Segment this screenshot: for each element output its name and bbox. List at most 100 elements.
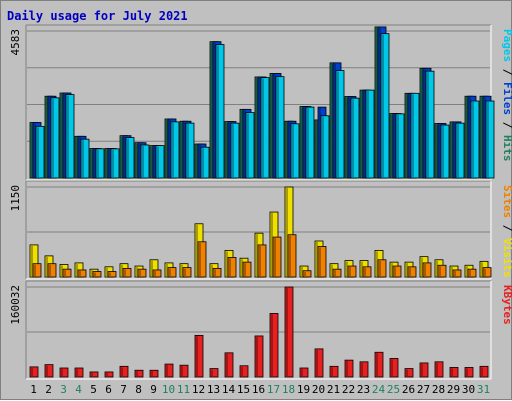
- bar-shade: [346, 97, 348, 177]
- bar-pages-day-22: [350, 97, 360, 179]
- bar-shade: [196, 224, 198, 276]
- bar-shade: [166, 263, 168, 276]
- bar-shade: [157, 146, 159, 177]
- day-label-26: 26: [402, 383, 415, 396]
- bar-shade: [61, 94, 63, 177]
- bar-face: [404, 368, 414, 378]
- bar-face: [410, 92, 420, 179]
- bar-shade: [394, 267, 396, 276]
- bar-shade: [49, 97, 51, 177]
- bar-pages-day-20: [320, 115, 330, 179]
- bar-shade: [124, 269, 126, 276]
- bar-shade: [151, 371, 153, 376]
- bar-sites-day-21: [332, 268, 342, 278]
- bar-shade: [376, 27, 378, 177]
- bar-shade: [379, 260, 381, 276]
- bar-shade: [271, 74, 273, 177]
- bar-shade: [286, 288, 288, 376]
- bar-shade: [376, 353, 378, 376]
- day-label-25: 25: [387, 383, 400, 396]
- bar-shade: [151, 260, 153, 276]
- bar-face: [65, 94, 75, 179]
- bar-sites-day-5: [92, 271, 102, 278]
- bar-sites-day-23: [362, 266, 372, 278]
- bar-shade: [46, 365, 48, 376]
- bar-shade: [169, 119, 171, 177]
- bar-face: [455, 122, 465, 179]
- bar-shade: [421, 363, 423, 376]
- legend-entry: Hits: [501, 135, 512, 162]
- bar-shade: [196, 145, 198, 177]
- bar-face: [194, 334, 204, 378]
- bar-shade: [406, 369, 408, 376]
- bar-shade: [46, 256, 48, 276]
- day-label-20: 20: [312, 383, 325, 396]
- bar-face: [227, 257, 237, 278]
- bar-sites-day-24: [377, 259, 387, 278]
- bar-shade: [307, 108, 309, 177]
- bar-sites-day-20: [317, 246, 327, 278]
- bar-shade: [169, 268, 171, 276]
- bar-shade: [241, 366, 243, 376]
- bar-face: [449, 367, 459, 378]
- bar-shade: [109, 149, 111, 177]
- bar-kbytes-day-21: [329, 365, 339, 378]
- day-label-7: 7: [120, 383, 127, 396]
- bar-face: [320, 115, 330, 179]
- bar-shade: [256, 77, 258, 177]
- bar-shade: [274, 238, 276, 276]
- bar-pages-day-8: [140, 144, 150, 179]
- bar-kbytes-day-6: [104, 371, 114, 378]
- legend-hits-files-pages: Pages / Files / Hits: [501, 29, 512, 162]
- bar-face: [212, 267, 222, 278]
- bar-shade: [361, 362, 363, 376]
- bar-face: [200, 146, 210, 179]
- bar-shade: [481, 262, 483, 276]
- day-label-22: 22: [342, 383, 355, 396]
- bar-sites-day-14: [227, 257, 237, 278]
- legend-visits-sites: Sites / Visits: [501, 185, 512, 278]
- day-label-27: 27: [417, 383, 430, 396]
- bar-shade: [322, 116, 324, 177]
- bar-shade: [286, 188, 288, 276]
- bar-kbytes-day-24: [374, 351, 384, 378]
- bar-shade: [259, 245, 261, 276]
- day-label-5: 5: [90, 383, 97, 396]
- bar-face: [104, 371, 114, 378]
- bar-shade: [361, 261, 363, 276]
- bar-kbytes-day-17: [269, 313, 279, 378]
- bar-face: [125, 137, 135, 179]
- bar-shade: [487, 102, 489, 177]
- day-label-30: 30: [462, 383, 475, 396]
- bar-face: [377, 259, 387, 278]
- bar-shade: [79, 270, 81, 276]
- bar-face: [44, 364, 54, 378]
- bar-face: [245, 112, 255, 179]
- bar-shade: [226, 251, 228, 276]
- bar-face: [359, 361, 369, 378]
- bar-shade: [136, 267, 138, 276]
- bar-face: [149, 369, 159, 378]
- bar-shade: [199, 242, 201, 276]
- bar-shade: [262, 78, 264, 177]
- bar-shade: [226, 122, 228, 177]
- bar-kbytes-day-30: [464, 367, 474, 378]
- bar-kbytes-day-9: [149, 369, 159, 378]
- bar-face: [197, 241, 207, 278]
- bar-sites-day-27: [422, 262, 432, 278]
- bar-shade: [121, 367, 123, 376]
- bar-shade: [91, 270, 93, 276]
- bar-shade: [184, 268, 186, 276]
- y-max-label: 160032: [9, 285, 22, 325]
- bar-shade: [256, 336, 258, 376]
- day-label-31: 31: [477, 383, 490, 396]
- bar-face: [284, 286, 294, 378]
- bar-shade: [316, 120, 318, 177]
- bar-pages-day-26: [410, 92, 420, 179]
- day-label-8: 8: [135, 383, 142, 396]
- bar-kbytes-day-19: [299, 367, 309, 378]
- bar-kbytes-day-20: [314, 348, 324, 378]
- bar-shade: [241, 110, 243, 177]
- bar-kbytes-day-1: [29, 366, 39, 378]
- bar-shade: [364, 267, 366, 276]
